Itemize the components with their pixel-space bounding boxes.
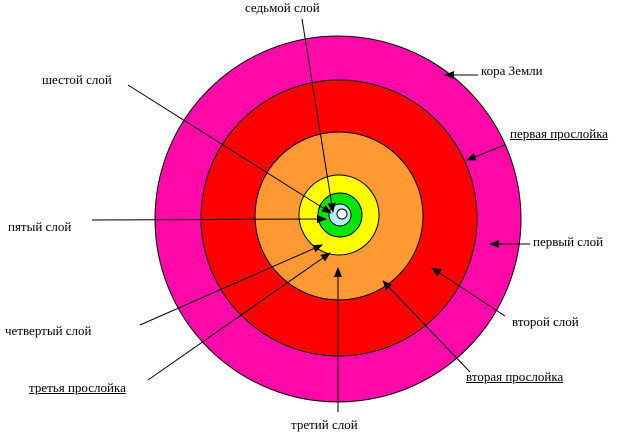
label-earth-crust: кора Земли — [481, 63, 543, 78]
arrow-seventh — [301, 18, 336, 213]
label-second-layer: второй слой — [512, 314, 579, 329]
label-seventh-layer: седьмой слой — [245, 0, 320, 15]
label-second-interlayer: вторая прослойка — [466, 369, 564, 384]
layer-core — [336, 208, 348, 220]
label-first-layer: первый слой — [533, 234, 604, 249]
arrow-second — [431, 267, 506, 317]
arrow-fourth — [139, 244, 323, 326]
label-third-interlayer: третья прослойка — [29, 380, 126, 395]
label-fourth-layer: четвертый слой — [5, 323, 92, 338]
arrow-third-interlayer — [147, 252, 331, 381]
label-sixth-layer: шестой слой — [42, 72, 112, 87]
arrow-fifth — [91, 215, 327, 224]
label-fifth-layer: пятый слой — [8, 219, 72, 234]
arrow-sixth — [127, 84, 332, 214]
arrow-first-interlayer — [466, 144, 506, 161]
arrow-second-interlayer — [382, 280, 471, 373]
label-third-layer: третий слой — [291, 417, 358, 432]
label-first-interlayer: первая прослойка — [510, 126, 609, 141]
